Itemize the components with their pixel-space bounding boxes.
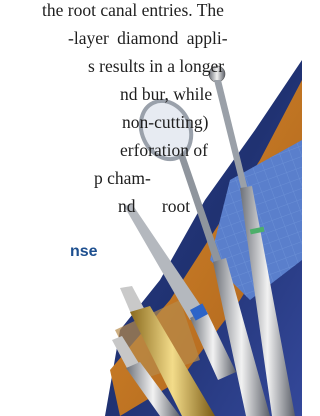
text-line: -layer diamond appli-	[68, 28, 228, 49]
text-line: nd bur, while	[120, 84, 212, 105]
text-line: s results in a longer	[88, 56, 224, 77]
section-heading: nse	[70, 243, 98, 261]
text-line: p cham-	[94, 168, 151, 189]
text-line: the root canal entries. The	[42, 0, 224, 21]
text-line: non-cutting)	[122, 112, 209, 133]
page: the root canal entries. The -layer diamo…	[0, 0, 302, 416]
text-line: nd root	[118, 196, 190, 217]
text-line: erforation of	[120, 140, 208, 161]
